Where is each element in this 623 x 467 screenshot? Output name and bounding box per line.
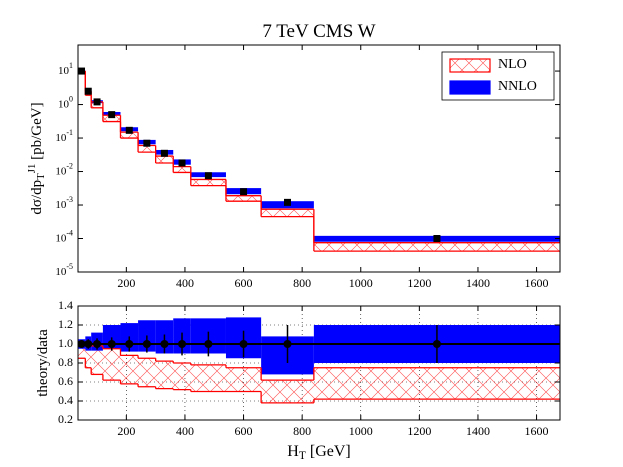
- y-axis-label: theory/data: [35, 329, 51, 397]
- nlo-band: [190, 364, 226, 392]
- legend-label: NLO: [498, 57, 527, 72]
- x-tick-label: 200: [117, 424, 135, 438]
- y-tick-label: 0.4: [58, 393, 73, 407]
- x-tick-label: 1400: [466, 424, 490, 438]
- y-tick-label: 0.6: [58, 374, 73, 388]
- y-tick-label: 0.2: [58, 412, 73, 426]
- x-tick-label: 1600: [525, 424, 549, 438]
- data-point: [204, 340, 213, 348]
- nlo-band: [155, 156, 174, 163]
- data-point: [204, 172, 212, 180]
- y-tick-label: 101: [58, 61, 73, 77]
- nnlo-band: [102, 325, 121, 349]
- data-point: [160, 149, 168, 157]
- plot-frame: [77, 44, 561, 273]
- y-tick-label: 10-2: [55, 161, 73, 177]
- nlo-band: [138, 358, 156, 387]
- data-point: [125, 340, 134, 348]
- x-axis-label: HT [GeV]: [287, 443, 350, 462]
- x-tick-label: 1400: [466, 276, 490, 290]
- nlo-band: [173, 363, 191, 390]
- x-tick-label: 400: [176, 276, 194, 290]
- nlo-band: [225, 367, 262, 392]
- nlo-band: [138, 145, 156, 153]
- nlo-band: [261, 209, 314, 217]
- data-point: [283, 340, 292, 348]
- data-point: [108, 111, 116, 119]
- data-point: [432, 340, 441, 348]
- nlo-band: [225, 195, 262, 202]
- x-tick-label: 1200: [407, 424, 431, 438]
- x-tick-label: 1000: [349, 276, 373, 290]
- chart-title: 7 TeV CMS W: [262, 21, 375, 42]
- legend-label: NNLO: [498, 79, 537, 94]
- nlo-band: [85, 342, 92, 368]
- data-point: [240, 188, 248, 196]
- y-tick-label: 1.2: [58, 317, 73, 331]
- legend-swatch: [449, 80, 491, 95]
- nlo-band: [91, 345, 103, 375]
- data-point: [142, 340, 151, 348]
- y-tick-label: 100: [58, 94, 73, 110]
- nlo-band: [120, 132, 139, 139]
- y-tick-label: 10-3: [55, 195, 73, 211]
- nlo-band: [313, 367, 560, 400]
- x-tick-label: 1200: [407, 276, 431, 290]
- data-point: [178, 340, 187, 348]
- y-tick-label: 1.4: [58, 298, 73, 312]
- nlo-band: [102, 348, 121, 381]
- nlo-band: [190, 179, 226, 186]
- x-tick-label: 1600: [525, 276, 549, 290]
- nlo-band: [78, 344, 86, 359]
- x-tick-label: 1000: [349, 424, 373, 438]
- data-point: [125, 126, 133, 134]
- y-tick-label: 10-4: [55, 228, 73, 244]
- nlo-band: [102, 115, 121, 122]
- nlo-band: [313, 242, 560, 252]
- y-tick-label: 10-1: [55, 128, 73, 144]
- nlo-band: [261, 380, 314, 403]
- data-point: [239, 340, 248, 348]
- x-tick-label: 600: [235, 424, 253, 438]
- x-tick-label: 800: [293, 276, 311, 290]
- data-point: [93, 340, 102, 348]
- data-point: [93, 98, 101, 106]
- data-point: [143, 139, 151, 147]
- y-tick-label: 10-5: [55, 262, 73, 278]
- nlo-band: [155, 361, 174, 389]
- x-tick-label: 200: [117, 276, 135, 290]
- data-point: [160, 340, 169, 348]
- y-tick-label: 0.8: [58, 355, 73, 369]
- nlo-band: [120, 355, 139, 384]
- data-point: [284, 198, 292, 206]
- x-tick-label: 800: [293, 424, 311, 438]
- x-tick-label: 400: [176, 424, 194, 438]
- x-tick-label: 600: [235, 276, 253, 290]
- y-axis-label: dσ/dpTJ1 [pb/GeV]: [26, 102, 47, 214]
- legend-swatch: [449, 58, 491, 73]
- data-point: [84, 340, 93, 348]
- data-point: [84, 87, 92, 95]
- data-point: [178, 159, 186, 167]
- y-tick-label: 1.0: [58, 336, 73, 350]
- nlo-band: [173, 166, 191, 173]
- data-point: [433, 235, 441, 243]
- data-point: [107, 340, 116, 348]
